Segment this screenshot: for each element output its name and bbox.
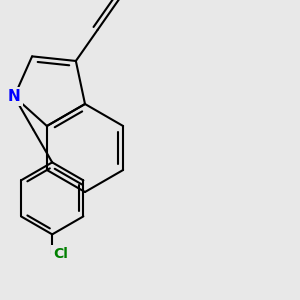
Text: N: N [8, 89, 21, 104]
Text: Cl: Cl [53, 248, 68, 261]
